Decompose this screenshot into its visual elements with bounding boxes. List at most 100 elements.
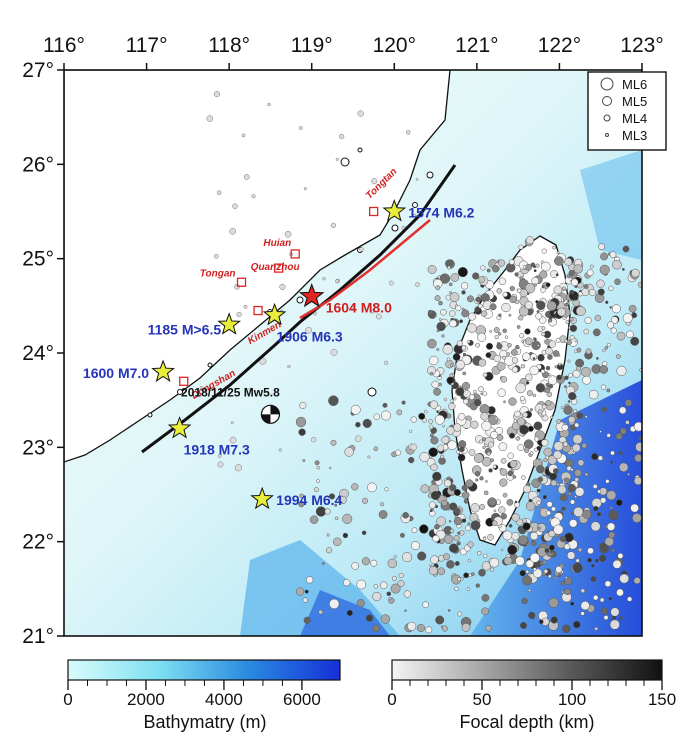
seismic-event — [477, 551, 482, 556]
seismic-event — [470, 503, 480, 513]
seismic-event — [552, 468, 559, 474]
seismic-event — [388, 597, 392, 601]
seismic-event — [608, 597, 612, 601]
seismic-event — [631, 268, 640, 278]
seismic-event — [461, 623, 471, 632]
seismic-event — [529, 408, 534, 412]
seismic-event — [365, 614, 374, 622]
seismic-event — [599, 264, 610, 275]
seismic-event — [589, 264, 594, 269]
seismic-event — [561, 506, 566, 511]
seismic-event — [299, 401, 307, 409]
seismic-event — [484, 444, 488, 448]
seismic-event — [615, 499, 623, 507]
seismic-event — [436, 347, 440, 352]
seismic-event — [314, 460, 320, 466]
seismic-event — [574, 495, 577, 498]
seismic-event — [583, 328, 590, 335]
seismic-event — [346, 609, 353, 616]
main-earthquake-1604: 1604 M8.0 — [298, 282, 392, 315]
seismic-event — [379, 581, 388, 590]
seismic-event — [468, 394, 475, 400]
seismic-event — [361, 530, 367, 536]
seismic-event — [355, 421, 361, 428]
seismic-event — [344, 447, 354, 457]
seismic-event — [624, 399, 633, 407]
seismic-event — [214, 254, 219, 259]
seismic-event — [633, 421, 642, 432]
seismic-event — [500, 548, 504, 552]
seismic-event — [485, 625, 492, 632]
seismic-event — [537, 409, 543, 415]
seismic-event — [480, 412, 489, 421]
historical-quake-star — [250, 486, 274, 510]
seismic-event — [612, 559, 622, 569]
seismic-event — [572, 443, 581, 453]
seismic-event — [236, 311, 242, 318]
seismic-event — [298, 428, 306, 436]
seismic-event — [483, 490, 489, 496]
seismic-event — [600, 497, 607, 504]
seismic-event — [536, 523, 547, 533]
seismic-event — [453, 397, 457, 401]
seismic-event — [470, 572, 475, 576]
seismic-event — [618, 406, 627, 415]
seismic-event — [442, 344, 453, 355]
seismic-event — [452, 353, 461, 361]
seismic-event — [398, 572, 404, 579]
seismic-event — [597, 288, 605, 296]
seismic-event — [410, 541, 420, 551]
seismic-event — [295, 416, 307, 428]
seismic-event — [501, 302, 511, 313]
seismic-event — [540, 414, 544, 418]
seismic-event — [474, 306, 480, 312]
deep-ocean-east — [470, 380, 642, 636]
seismic-event — [449, 292, 460, 303]
seismic-event — [407, 621, 417, 631]
seismic-event — [447, 609, 451, 612]
seismic-event — [564, 576, 573, 586]
seismic-event — [422, 601, 429, 608]
seismic-event — [564, 385, 567, 388]
seismic-event — [428, 419, 434, 424]
seismic-event — [576, 347, 582, 353]
seismic-event — [555, 565, 563, 574]
historical-quake-label: 1994 M6.4 — [276, 492, 342, 508]
seismic-event — [473, 453, 484, 463]
seismic-event — [473, 398, 482, 407]
lat-tick-label: 26° — [22, 153, 54, 176]
seismic-event — [415, 178, 419, 181]
seismic-event — [602, 348, 606, 353]
seismic-event — [443, 553, 450, 561]
seismic-event — [427, 309, 433, 315]
seismic-event — [342, 532, 349, 539]
seismic-event — [507, 544, 518, 555]
seismic-event — [539, 619, 544, 625]
seismic-event — [330, 439, 337, 446]
seismic-event — [544, 548, 550, 554]
seismicity-cloud — [199, 91, 642, 634]
seismic-event — [335, 157, 339, 161]
seismic-event — [487, 533, 494, 541]
seismic-event — [466, 587, 471, 591]
seismic-event — [561, 286, 566, 291]
seismic-event — [470, 520, 481, 531]
seismic-event — [568, 270, 575, 276]
seismic-event — [486, 342, 493, 350]
seismic-event — [384, 360, 389, 365]
legend-label: ML4 — [622, 111, 647, 126]
seismic-event — [531, 277, 540, 285]
seismic-event — [564, 375, 569, 381]
seismic-event — [309, 515, 319, 524]
seismic-event — [537, 476, 544, 483]
seismic-event — [500, 376, 508, 383]
seismic-event — [522, 265, 527, 269]
seismic-event — [518, 244, 524, 250]
seismic-event — [441, 499, 448, 507]
seismic-event — [482, 372, 488, 378]
seismic-event — [485, 352, 492, 358]
seismic-event — [479, 476, 484, 481]
seismic-event — [482, 437, 487, 442]
city-marker — [253, 305, 263, 316]
seismic-event — [557, 485, 567, 495]
